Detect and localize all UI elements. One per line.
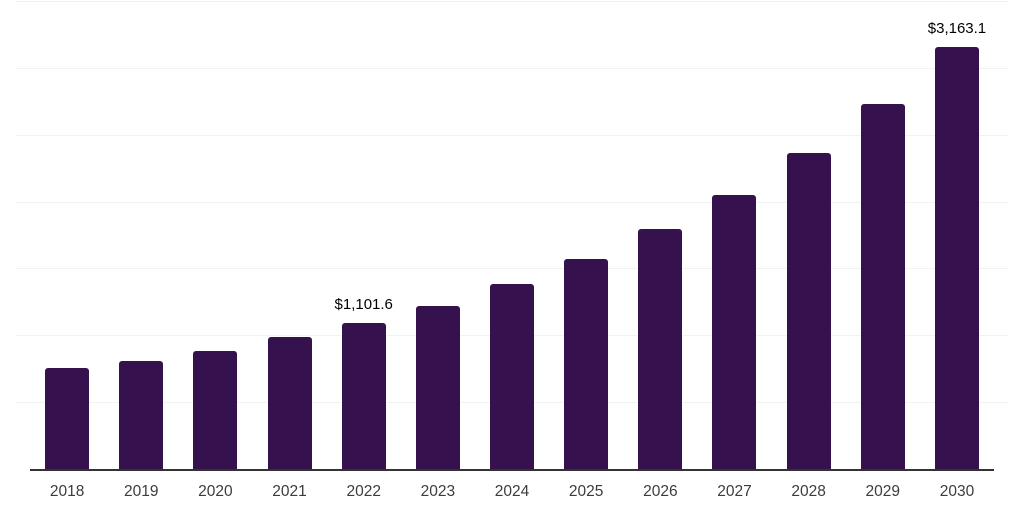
plot-area: $1,101.6 $3,163.1 [16, 1, 1008, 471]
x-tick-label: 2025 [568, 483, 604, 500]
bar [638, 229, 683, 470]
gridline [16, 67, 1008, 69]
bar-value-label: $1,101.6 [334, 295, 393, 313]
gridline [16, 268, 1008, 270]
x-tick-label: 2024 [494, 483, 530, 500]
bar [934, 47, 979, 470]
bar-slot [549, 2, 623, 470]
bar [490, 284, 535, 470]
gridline [16, 134, 1008, 136]
bar [564, 259, 609, 470]
x-tick-label: 2021 [272, 483, 307, 500]
bar-slot: $1,101.6 [327, 2, 401, 470]
x-tick-label: 2020 [198, 483, 233, 500]
gridline [16, 201, 1008, 203]
bar-slot [697, 2, 771, 470]
x-tick-label: 2018 [49, 483, 85, 500]
bar [45, 368, 90, 470]
bar [860, 103, 905, 470]
bar [415, 305, 460, 470]
bar-slot: $3,163.1 [920, 2, 994, 470]
bar [193, 351, 238, 470]
x-tick-label: 2023 [420, 483, 456, 500]
x-tick-label: 2022 [346, 483, 381, 500]
x-axis-line [30, 469, 994, 471]
x-axis-labels: 2018 2019 2020 2021 2022 2023 2024 2025 2026 2027… [30, 481, 994, 503]
bar-slot [772, 2, 846, 470]
bars: $1,101.6 $3,163.1 [30, 2, 994, 470]
bar-slot [623, 2, 697, 470]
x-tick-label: 2027 [717, 483, 752, 500]
bar-slot [104, 2, 178, 470]
bar [119, 361, 164, 470]
gridline [16, 1, 1008, 2]
bar [267, 337, 312, 470]
bar [786, 153, 831, 470]
x-tick-label: 2030 [939, 483, 975, 500]
bar-slot [252, 2, 326, 470]
bar-value-label: $3,163.1 [927, 20, 987, 38]
bar-slot [846, 2, 920, 470]
bar [712, 194, 757, 470]
x-tick-label: 2019 [123, 483, 159, 500]
bar-slot [475, 2, 549, 470]
x-tick-label: 2029 [865, 483, 901, 500]
x-tick-label: 2028 [791, 483, 826, 500]
bar-slot [30, 2, 104, 470]
bar [341, 322, 386, 470]
bar-slot [178, 2, 252, 470]
x-tick-label: 2026 [643, 483, 678, 500]
bar-slot [401, 2, 475, 470]
